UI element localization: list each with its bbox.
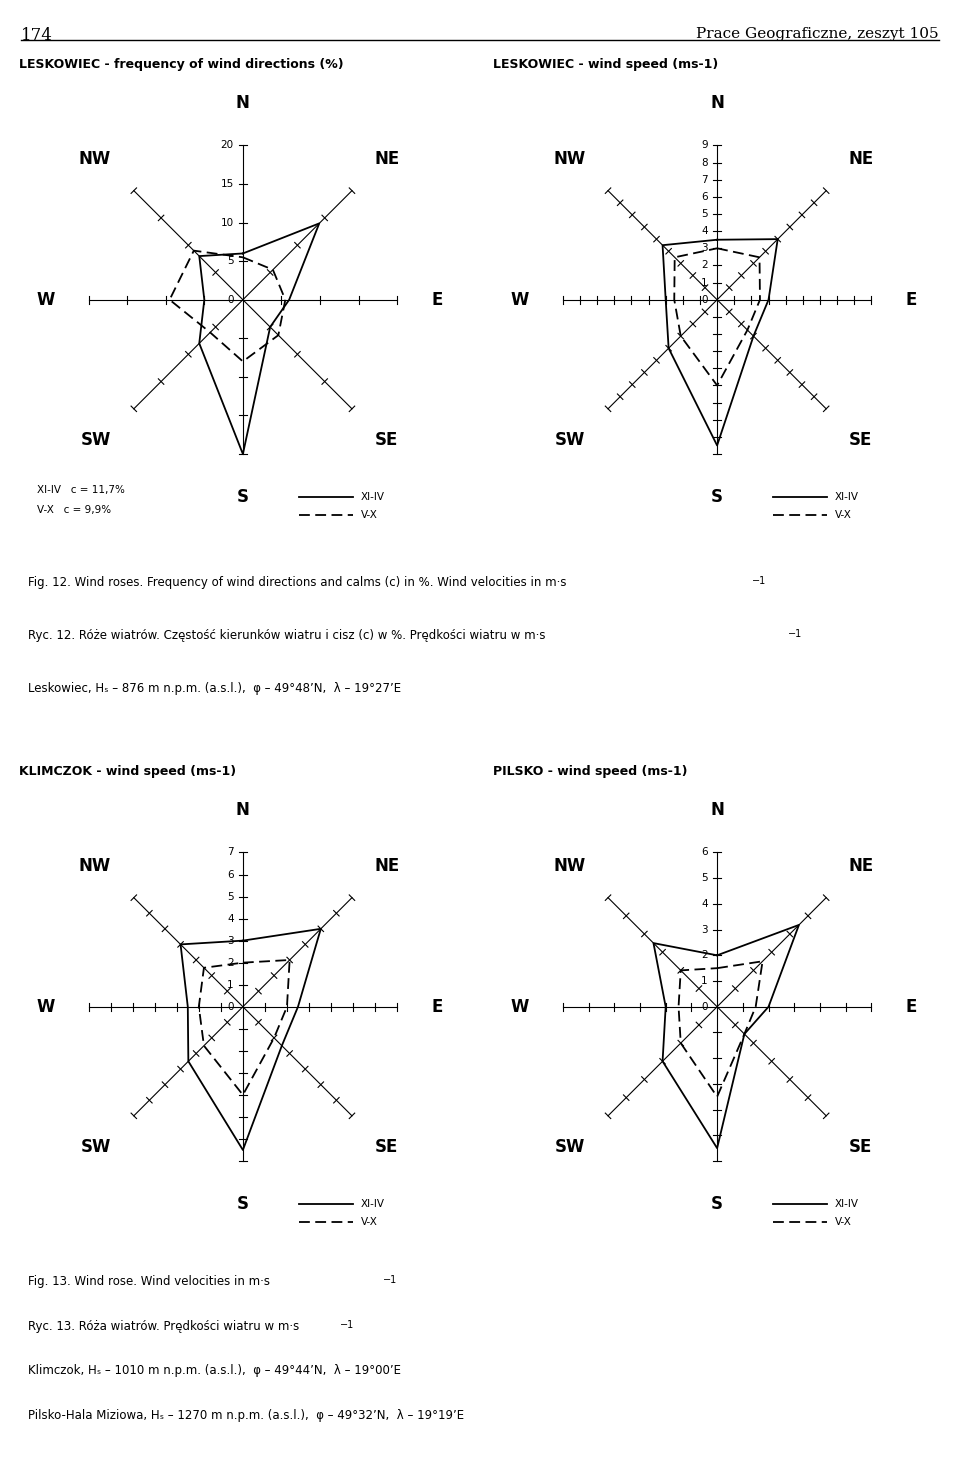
Text: 9: 9 xyxy=(701,140,708,151)
Text: 0: 0 xyxy=(702,295,708,304)
Text: LESKOWIEC - wind speed (ms-1): LESKOWIEC - wind speed (ms-1) xyxy=(493,58,719,71)
Text: SE: SE xyxy=(849,431,873,450)
Text: V-X: V-X xyxy=(361,511,377,520)
Text: 2: 2 xyxy=(701,951,708,961)
Text: −1: −1 xyxy=(788,629,802,639)
Text: NE: NE xyxy=(849,858,875,875)
Text: KLIMCZOK - wind speed (ms-1): KLIMCZOK - wind speed (ms-1) xyxy=(19,765,236,778)
Text: S: S xyxy=(237,1196,249,1213)
Text: W: W xyxy=(511,291,529,308)
Text: 2: 2 xyxy=(227,958,233,968)
Text: NW: NW xyxy=(553,151,586,168)
Text: 5: 5 xyxy=(227,892,233,902)
Text: N: N xyxy=(236,800,250,819)
Text: V-X: V-X xyxy=(361,1218,377,1227)
Text: N: N xyxy=(236,93,250,112)
Text: V-X: V-X xyxy=(835,511,852,520)
Text: 15: 15 xyxy=(221,179,233,189)
Text: 4: 4 xyxy=(227,914,233,924)
Text: 7: 7 xyxy=(701,174,708,184)
Text: W: W xyxy=(511,998,529,1015)
Text: E: E xyxy=(431,998,443,1015)
Text: 4: 4 xyxy=(701,899,708,909)
Text: −1: −1 xyxy=(383,1275,397,1286)
Text: N: N xyxy=(710,93,724,112)
Text: 6: 6 xyxy=(701,847,708,858)
Text: 5: 5 xyxy=(227,257,233,266)
Text: XI-IV   c = 11,7%: XI-IV c = 11,7% xyxy=(37,486,125,494)
Text: 1: 1 xyxy=(701,976,708,986)
Text: XI-IV: XI-IV xyxy=(835,492,859,502)
Text: NE: NE xyxy=(374,151,400,168)
Text: 0: 0 xyxy=(228,1002,233,1011)
Text: 8: 8 xyxy=(701,158,708,168)
Text: 1: 1 xyxy=(701,277,708,288)
Text: NE: NE xyxy=(849,151,875,168)
Text: Fig. 13. Wind rose. Wind velocities in m·s: Fig. 13. Wind rose. Wind velocities in m… xyxy=(29,1275,271,1289)
Text: SW: SW xyxy=(81,431,111,450)
Text: 7: 7 xyxy=(227,847,233,858)
Text: W: W xyxy=(36,291,55,308)
Text: Pilsko-Hala Miziowa, Hₛ – 1270 m n.p.m. (a.s.l.),  φ – 49°32’N,  λ – 19°19’E: Pilsko-Hala Miziowa, Hₛ – 1270 m n.p.m. … xyxy=(29,1408,465,1421)
Text: NW: NW xyxy=(553,858,586,875)
Text: 0: 0 xyxy=(228,295,233,304)
Text: SE: SE xyxy=(374,431,398,450)
Text: 174: 174 xyxy=(21,27,53,44)
Text: 5: 5 xyxy=(701,874,708,883)
Text: 6: 6 xyxy=(227,869,233,880)
Text: −1: −1 xyxy=(340,1320,354,1330)
Text: NW: NW xyxy=(79,151,111,168)
Text: −1: −1 xyxy=(752,577,766,586)
Text: 6: 6 xyxy=(701,192,708,202)
Text: Fig. 12. Wind roses. Frequency of wind directions and calms (c) in %. Wind veloc: Fig. 12. Wind roses. Frequency of wind d… xyxy=(29,577,567,589)
Text: 3: 3 xyxy=(701,244,708,254)
Text: E: E xyxy=(431,291,443,308)
Text: NE: NE xyxy=(374,858,400,875)
Text: S: S xyxy=(711,489,723,506)
Text: SW: SW xyxy=(555,431,586,450)
Text: 0: 0 xyxy=(702,1002,708,1011)
Text: SW: SW xyxy=(81,1138,111,1157)
Text: W: W xyxy=(36,998,55,1015)
Text: S: S xyxy=(237,489,249,506)
Text: 20: 20 xyxy=(221,140,233,151)
Text: 10: 10 xyxy=(221,217,233,227)
Text: NW: NW xyxy=(79,858,111,875)
Text: SE: SE xyxy=(374,1138,398,1157)
Text: PILSKO - wind speed (ms-1): PILSKO - wind speed (ms-1) xyxy=(493,765,688,778)
Text: 3: 3 xyxy=(701,924,708,934)
Text: Prace Geograficzne, zeszyt 105: Prace Geograficzne, zeszyt 105 xyxy=(696,27,939,40)
Text: XI-IV: XI-IV xyxy=(361,492,385,502)
Text: V-X   c = 9,9%: V-X c = 9,9% xyxy=(37,505,111,515)
Text: SW: SW xyxy=(555,1138,586,1157)
Text: Ryc. 12. Róże wiatrów. Częstość kierunków wiatru i cisz (c) w %. Prędkości wiatr: Ryc. 12. Róże wiatrów. Częstość kierunkó… xyxy=(29,629,546,642)
Text: 4: 4 xyxy=(701,226,708,236)
Text: 2: 2 xyxy=(701,260,708,270)
Text: 3: 3 xyxy=(227,936,233,946)
Text: XI-IV: XI-IV xyxy=(361,1199,385,1209)
Text: E: E xyxy=(905,998,917,1015)
Text: V-X: V-X xyxy=(835,1218,852,1227)
Text: LESKOWIEC - frequency of wind directions (%): LESKOWIEC - frequency of wind directions… xyxy=(19,58,344,71)
Text: E: E xyxy=(905,291,917,308)
Text: Leskowiec, Hₛ – 876 m n.p.m. (a.s.l.),  φ – 49°48’N,  λ – 19°27’E: Leskowiec, Hₛ – 876 m n.p.m. (a.s.l.), φ… xyxy=(29,682,401,695)
Text: SE: SE xyxy=(849,1138,873,1157)
Text: 5: 5 xyxy=(701,210,708,218)
Text: 1: 1 xyxy=(227,980,233,990)
Text: XI-IV: XI-IV xyxy=(835,1199,859,1209)
Text: N: N xyxy=(710,800,724,819)
Text: Ryc. 13. Róża wiatrów. Prędkości wiatru w m·s: Ryc. 13. Róża wiatrów. Prędkości wiatru … xyxy=(29,1320,300,1333)
Text: Klimczok, Hₛ – 1010 m n.p.m. (a.s.l.),  φ – 49°44’N,  λ – 19°00’E: Klimczok, Hₛ – 1010 m n.p.m. (a.s.l.), φ… xyxy=(29,1364,401,1377)
Text: S: S xyxy=(711,1196,723,1213)
